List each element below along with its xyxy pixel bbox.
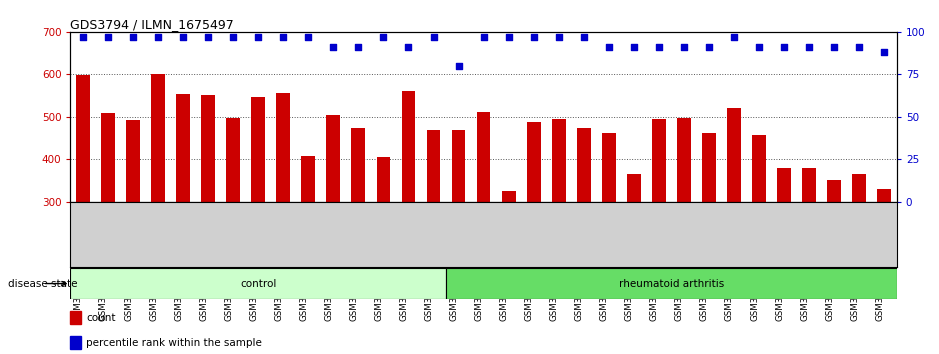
Point — [701, 44, 716, 50]
Bar — [301, 156, 316, 329]
Text: percentile rank within the sample: percentile rank within the sample — [86, 337, 262, 348]
Bar — [70, 336, 81, 349]
Bar — [752, 135, 766, 329]
Point — [176, 34, 191, 40]
Bar — [327, 115, 340, 329]
Bar — [402, 91, 415, 329]
Bar — [276, 93, 290, 329]
Bar — [727, 108, 741, 329]
Point — [852, 44, 867, 50]
Point — [126, 34, 141, 40]
Bar — [552, 119, 565, 329]
Point — [551, 34, 566, 40]
Bar — [853, 174, 866, 329]
Point — [276, 34, 291, 40]
Bar — [177, 94, 190, 329]
Point — [501, 34, 516, 40]
Point — [300, 34, 316, 40]
Point — [727, 34, 742, 40]
Bar — [602, 133, 616, 329]
Point — [150, 34, 165, 40]
Point — [802, 44, 817, 50]
Point — [351, 44, 366, 50]
Text: control: control — [240, 279, 276, 289]
Point — [451, 63, 466, 69]
Point — [826, 44, 841, 50]
Point — [426, 34, 441, 40]
Bar — [452, 130, 466, 329]
Bar — [351, 128, 365, 329]
FancyBboxPatch shape — [70, 268, 446, 299]
Bar — [627, 174, 640, 329]
Point — [201, 34, 216, 40]
Bar — [101, 113, 115, 329]
Point — [476, 34, 491, 40]
Bar — [501, 191, 516, 329]
Point — [676, 44, 691, 50]
Text: GDS3794 / ILMN_1675497: GDS3794 / ILMN_1675497 — [70, 18, 234, 31]
Bar — [126, 120, 140, 329]
Bar — [577, 128, 591, 329]
Bar — [252, 97, 265, 329]
Bar — [827, 180, 841, 329]
Point — [225, 34, 240, 40]
Bar — [76, 75, 90, 329]
Bar — [426, 130, 440, 329]
Bar — [226, 118, 240, 329]
Bar — [70, 311, 81, 324]
Point — [626, 44, 641, 50]
Bar — [777, 168, 791, 329]
Bar — [377, 157, 391, 329]
Point — [777, 44, 792, 50]
Bar — [802, 168, 816, 329]
Text: rheumatoid arthritis: rheumatoid arthritis — [619, 279, 724, 289]
Bar — [877, 189, 891, 329]
Bar — [477, 112, 490, 329]
FancyBboxPatch shape — [446, 268, 897, 299]
Point — [75, 34, 90, 40]
Point — [877, 50, 892, 55]
Bar — [677, 118, 691, 329]
Point — [401, 44, 416, 50]
Point — [526, 34, 541, 40]
Text: count: count — [86, 313, 115, 323]
Bar — [702, 133, 716, 329]
Point — [652, 44, 667, 50]
Point — [100, 34, 115, 40]
Bar — [201, 95, 215, 329]
Bar — [652, 119, 666, 329]
Point — [251, 34, 266, 40]
Bar — [527, 122, 541, 329]
Point — [326, 44, 341, 50]
Point — [751, 44, 766, 50]
Point — [577, 34, 592, 40]
Point — [601, 44, 616, 50]
Bar — [151, 74, 165, 329]
Text: disease state: disease state — [8, 279, 77, 289]
Point — [376, 34, 391, 40]
